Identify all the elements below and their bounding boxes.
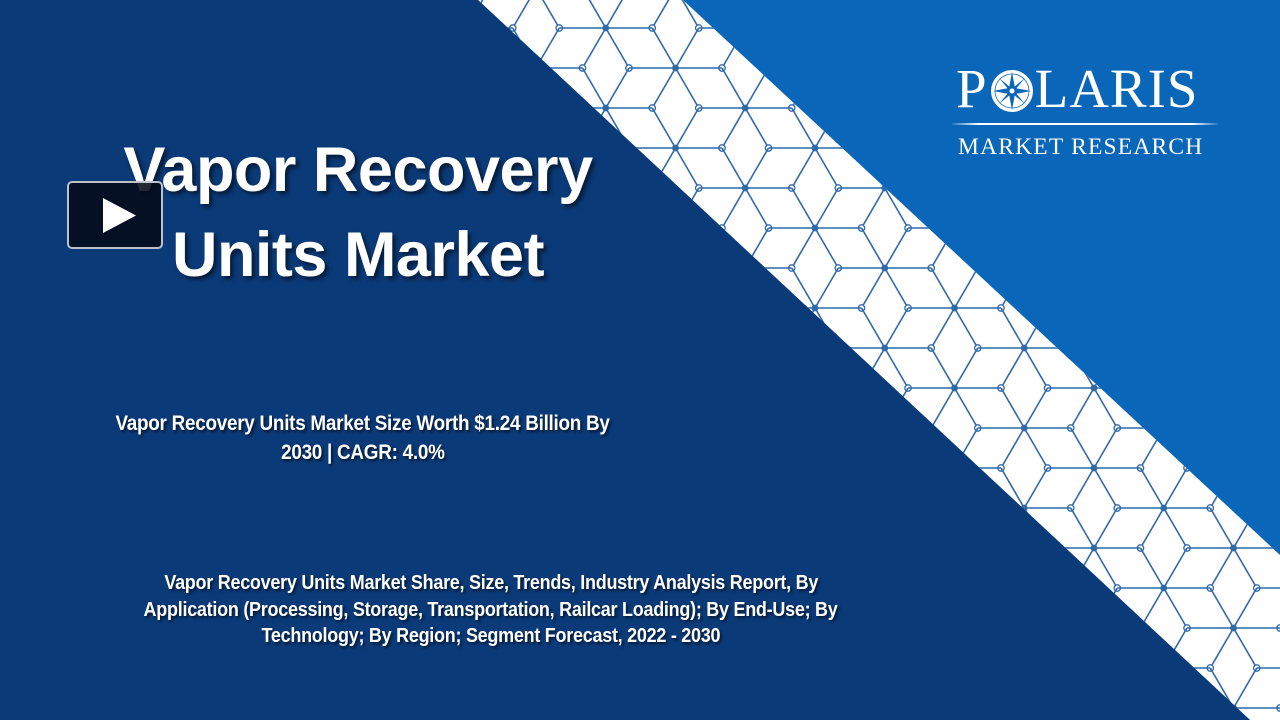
subtitle-line-2: 2030 | CAGR: 4.0% — [281, 441, 445, 464]
description-line-2: Application (Processing, Storage, Transp… — [144, 598, 838, 621]
title-line-1: Vapor Recovery — [123, 135, 593, 205]
slide-title: Vapor Recovery Units Market — [0, 128, 716, 298]
title-line-2: Units Market — [171, 220, 545, 290]
description-line-3: Technology; By Region; Segment Forecast,… — [261, 625, 721, 647]
polaris-logo: P LARIS MARKET RESEARCH — [946, 58, 1226, 168]
logo-divider — [952, 123, 1218, 125]
logo-letter-p: P — [956, 58, 988, 119]
logo-letters-laris: LARIS — [1034, 58, 1199, 119]
play-icon — [103, 198, 136, 233]
diagonal-band — [478, 0, 1280, 720]
compass-star-icon — [990, 66, 1034, 112]
market-size-subtitle: Vapor Recovery Units Market Size Worth $… — [30, 409, 696, 467]
logo-wordmark: P LARIS — [956, 60, 1218, 118]
navy-region — [0, 0, 1250, 720]
play-button[interactable] — [67, 181, 163, 249]
logo-tagline: MARKET RESEARCH — [958, 134, 1204, 160]
report-description: Vapor Recovery Units Market Share, Size,… — [20, 570, 962, 650]
subtitle-line-1: Vapor Recovery Units Market Size Worth $… — [115, 412, 611, 435]
description-line-1: Vapor Recovery Units Market Share, Size,… — [164, 572, 818, 594]
